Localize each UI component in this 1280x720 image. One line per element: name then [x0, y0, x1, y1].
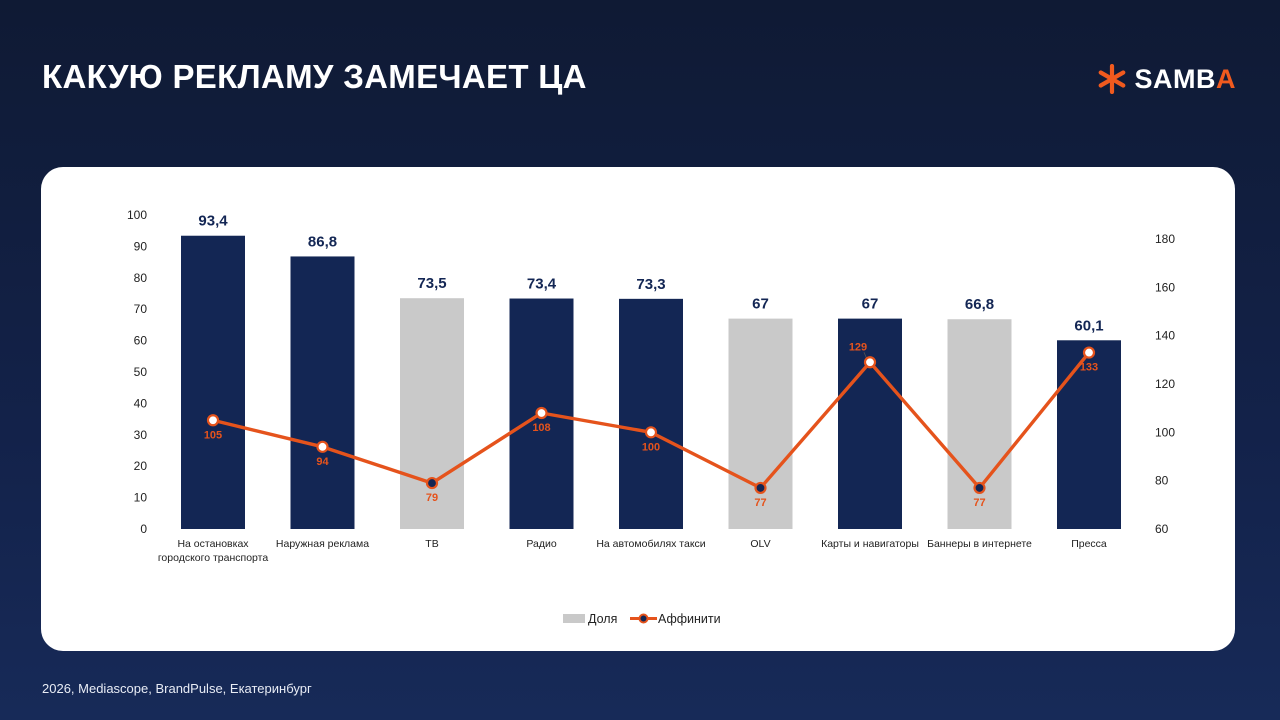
bar-value-label: 73,5 [417, 275, 446, 292]
x-category-label: Пресса [1071, 538, 1107, 550]
bar-value-label: 86,8 [308, 233, 337, 250]
source-footnote: 2026, Mediascope, BrandPulse, Екатеринбу… [42, 681, 312, 696]
y-left-tick-label: 70 [134, 302, 148, 316]
legend-marker-affinity [638, 613, 649, 624]
affinity-point [1082, 346, 1096, 359]
page-title: КАКУЮ РЕКЛАМУ ЗАМЕЧАЕТ ЦА [42, 58, 587, 95]
legend-label-share: Доля [588, 612, 617, 626]
y-left-tick-label: 10 [134, 491, 148, 505]
y-left-tick-label: 0 [140, 522, 147, 536]
affinity-point [316, 440, 329, 453]
y-left-tick-label: 100 [127, 208, 147, 222]
affinity-point [206, 414, 220, 427]
x-category-label: ТВ [425, 538, 438, 550]
bar-value-label: 67 [752, 296, 769, 313]
affinity-value-label: 133 [1080, 362, 1098, 374]
affinity-point [754, 481, 767, 495]
affinity-point [973, 481, 986, 495]
affinity-point [644, 426, 658, 439]
affinity-point [535, 406, 548, 420]
logo-text: SAMBA [1134, 63, 1236, 94]
affinity-point [863, 356, 877, 369]
x-category-label: городского транспорта [158, 552, 269, 564]
asterisk-icon [1098, 64, 1125, 94]
y-right-tick-label: 80 [1155, 474, 1169, 488]
affinity-value-label: 105 [204, 429, 222, 441]
y-right-tick-label: 60 [1155, 522, 1169, 536]
affinity-value-label: 129 [849, 341, 867, 353]
affinity-value-label: 77 [754, 497, 766, 509]
affinity-value-label: 94 [316, 456, 329, 468]
legend-label-affinity: Аффинити [658, 612, 721, 626]
affinity-value-label: 77 [973, 497, 985, 509]
y-left-tick-label: 30 [134, 428, 148, 442]
bar-value-label: 67 [862, 296, 879, 313]
bar-value-label: 73,4 [527, 276, 557, 293]
x-category-label: Радио [526, 538, 556, 550]
bar [400, 298, 464, 529]
bar [619, 298, 683, 529]
x-category-label: На остановках [177, 538, 249, 550]
x-category-label: Карты и навигаторы [821, 538, 919, 550]
y-right-tick-label: 100 [1155, 425, 1175, 439]
legend-swatch-share [563, 614, 585, 623]
y-right-tick-label: 160 [1155, 280, 1175, 294]
x-category-label: Наружная реклама [276, 538, 369, 550]
y-left-tick-label: 50 [134, 365, 148, 379]
samba-logo: SAMBA [1097, 62, 1237, 96]
bar [290, 256, 355, 529]
bar [947, 319, 1012, 529]
bar-value-label: 60,1 [1074, 317, 1103, 334]
y-left-tick-label: 80 [134, 271, 148, 285]
bar [1057, 340, 1121, 529]
bar [838, 318, 902, 529]
chart-card: 0 10 20 30 40 50 60 70 80 90 100 60 80 100 120 140 160 18… [41, 167, 1235, 651]
affinity-value-label: 79 [426, 492, 438, 504]
x-category-label: На автомобилях такси [596, 538, 705, 550]
affinity-value-label: 100 [642, 441, 660, 453]
bar [181, 235, 245, 529]
logo-accent-letter: A [1216, 63, 1236, 94]
y-right-tick-label: 120 [1155, 377, 1175, 391]
x-category-label: OLV [750, 538, 770, 550]
y-left-tick-label: 90 [134, 239, 148, 253]
y-left-tick-label: 40 [134, 396, 148, 410]
affinity-point [425, 476, 439, 490]
y-left-tick-label: 20 [134, 459, 148, 473]
bar-value-label: 66,8 [965, 296, 994, 313]
affinity-value-label: 108 [532, 422, 550, 434]
x-category-label: Баннеры в интернете [927, 538, 1032, 550]
bar-value-label: 73,3 [636, 276, 665, 293]
y-right-tick-label: 140 [1155, 329, 1175, 343]
combo-chart: 0 10 20 30 40 50 60 70 80 90 100 60 80 100 120 140 160 18… [127, 208, 1175, 626]
y-right-tick-label: 180 [1155, 232, 1175, 246]
y-left-tick-label: 60 [134, 334, 148, 348]
bar-value-label: 93,4 [198, 213, 228, 230]
